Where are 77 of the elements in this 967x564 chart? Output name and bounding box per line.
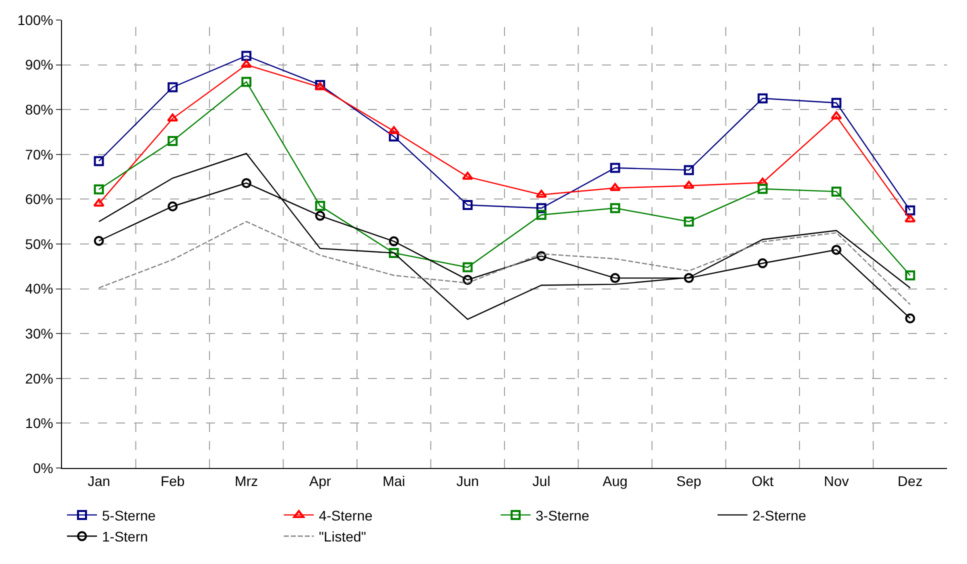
y-tick-label: 10%	[25, 415, 54, 432]
point	[536, 203, 546, 214]
point	[905, 270, 916, 280]
x-tick-label: Feb	[160, 472, 185, 489]
point	[684, 165, 694, 176]
point	[241, 178, 252, 188]
x-tick-label: Jul	[532, 472, 550, 489]
point	[536, 251, 546, 262]
x-tick-label: Jan	[88, 472, 110, 489]
point	[904, 214, 916, 222]
point	[831, 244, 842, 255]
y-tick-label: 100%	[17, 12, 54, 28]
point	[388, 248, 399, 258]
point	[684, 273, 694, 284]
legend-label: 4-Sterne	[318, 507, 373, 524]
x-tick-label: Okt	[752, 472, 774, 489]
y-tick-label: 40%	[25, 280, 54, 297]
point	[758, 93, 768, 104]
x-tick-label: Nov	[824, 472, 849, 489]
point	[94, 156, 104, 166]
point	[905, 205, 916, 216]
point	[905, 313, 916, 324]
line-series	[98, 221, 911, 306]
y-tick-label: 20%	[25, 370, 54, 386]
point	[241, 76, 252, 87]
x-tick-label: Mrz	[234, 472, 258, 489]
point	[388, 131, 399, 142]
point	[831, 98, 842, 108]
point	[830, 111, 842, 120]
point	[683, 180, 694, 189]
point	[462, 200, 473, 210]
point	[462, 172, 474, 180]
point	[315, 210, 326, 221]
x-tick-label: Mai	[382, 472, 406, 489]
point	[94, 184, 104, 194]
point	[388, 126, 400, 134]
line-series	[98, 152, 911, 320]
legend-label: "Listed"	[318, 528, 366, 545]
y-tick-label: 60%	[25, 191, 54, 208]
point	[758, 184, 768, 194]
point	[93, 198, 104, 207]
point	[168, 201, 178, 212]
point	[94, 236, 104, 246]
point	[315, 200, 326, 211]
legend-label: 2-Sterne	[752, 507, 806, 524]
x-tick-label: Jun	[456, 472, 479, 489]
point	[758, 258, 768, 268]
point	[462, 274, 473, 285]
y-tick-label: 90%	[25, 56, 54, 73]
point	[167, 114, 178, 122]
point	[536, 190, 547, 198]
point	[757, 178, 768, 186]
y-tick-label: 80%	[25, 102, 54, 118]
point	[831, 186, 842, 197]
x-tick-label: Aug	[602, 472, 628, 489]
point	[388, 236, 399, 246]
point	[684, 216, 694, 227]
point	[168, 82, 178, 92]
x-tick-label: Apr	[309, 472, 332, 489]
y-tick-label: 70%	[25, 146, 54, 162]
x-tick-label: Dez	[898, 472, 923, 489]
point	[314, 82, 326, 90]
point	[610, 203, 620, 214]
x-tick-label: Sep	[676, 472, 702, 489]
legend-label: 1-Stern	[102, 528, 148, 545]
y-tick-label: 0%	[32, 460, 54, 476]
point	[610, 162, 620, 173]
y-tick-label: 50%	[25, 236, 54, 252]
y-tick-label: 30%	[25, 326, 54, 342]
point	[241, 50, 252, 61]
legend-label: 5-Sterne	[102, 507, 156, 524]
point	[610, 273, 620, 284]
legend-label: 3-Sterne	[536, 507, 590, 524]
point	[536, 210, 546, 220]
point	[462, 262, 473, 272]
point	[240, 60, 252, 68]
point	[168, 136, 178, 146]
